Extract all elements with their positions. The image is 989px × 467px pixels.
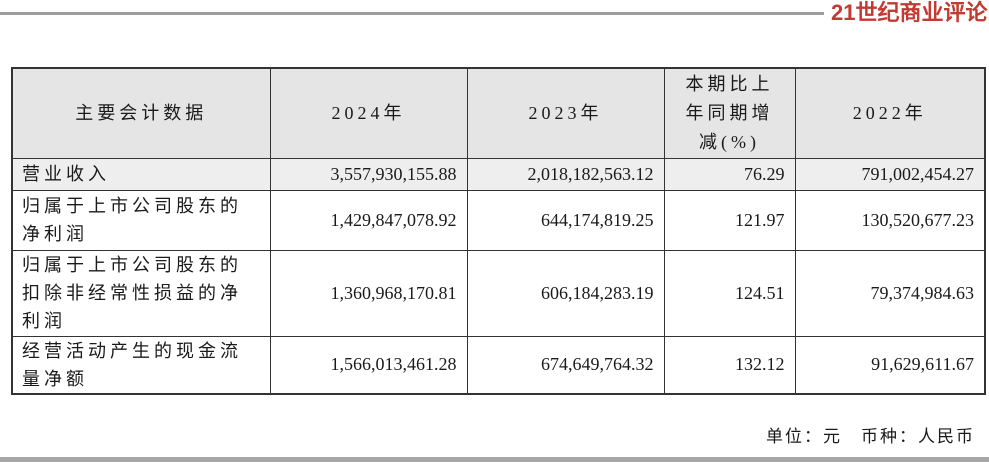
table-header-row: 主要会计数据 2024年 2023年 本期比上 年同期增 减(%) 2022年 — [11, 67, 986, 159]
value-2022: 130,520,677.23 — [794, 189, 986, 251]
brand-logo: 21世纪商业评论 — [831, 0, 988, 25]
value-yoy-change: 124.51 — [663, 249, 796, 337]
col-header-2024: 2024年 — [269, 67, 468, 159]
value-2022: 791,002,454.27 — [794, 157, 986, 191]
table-row-net-profit-excl-nonrecurring: 归属于上市公司股东的 扣除非经常性损益的净 利润 1,360,968,170.8… — [11, 249, 986, 337]
row-label: 归属于上市公司股东的 扣除非经常性损益的净 利润 — [11, 249, 271, 337]
table-row-operating-cash-flow: 经营活动产生的现金流 量净额 1,566,013,461.28 674,649,… — [11, 335, 986, 394]
key-accounting-data-table: 主要会计数据 2024年 2023年 本期比上 年同期增 减(%) 2022年 … — [11, 67, 986, 395]
bottom-divider-bar — [0, 457, 989, 462]
row-label: 营业收入 — [11, 157, 271, 191]
value-2024: 1,429,847,078.92 — [269, 189, 468, 251]
row-label: 归属于上市公司股东的 净利润 — [11, 189, 271, 251]
col-header-2022: 2022年 — [794, 67, 986, 159]
value-2024: 3,557,930,155.88 — [269, 157, 468, 191]
value-2023: 2,018,182,563.12 — [466, 157, 665, 191]
value-2024: 1,360,968,170.81 — [269, 249, 468, 337]
value-yoy-change: 121.97 — [663, 189, 796, 251]
value-2022: 91,629,611.67 — [794, 335, 986, 394]
unit-currency-note: 单位：元 币种：人民币 — [766, 427, 975, 446]
table-row-net-profit: 归属于上市公司股东的 净利润 1,429,847,078.92 644,174,… — [11, 189, 986, 251]
row-label: 经营活动产生的现金流 量净额 — [11, 335, 271, 394]
value-2023: 674,649,764.32 — [466, 335, 665, 394]
col-header-yoy-change: 本期比上 年同期增 减(%) — [663, 67, 796, 159]
value-2024: 1,566,013,461.28 — [269, 335, 468, 394]
col-header-2023: 2023年 — [466, 67, 665, 159]
value-yoy-change: 76.29 — [663, 157, 796, 191]
table-row-operating-revenue: 营业收入 3,557,930,155.88 2,018,182,563.12 7… — [11, 157, 986, 191]
masthead-divider-line — [0, 12, 824, 15]
value-yoy-change: 132.12 — [663, 335, 796, 394]
value-2023: 606,184,283.19 — [466, 249, 665, 337]
value-2023: 644,174,819.25 — [466, 189, 665, 251]
value-2022: 79,374,984.63 — [794, 249, 986, 337]
col-header-metric: 主要会计数据 — [11, 67, 271, 159]
